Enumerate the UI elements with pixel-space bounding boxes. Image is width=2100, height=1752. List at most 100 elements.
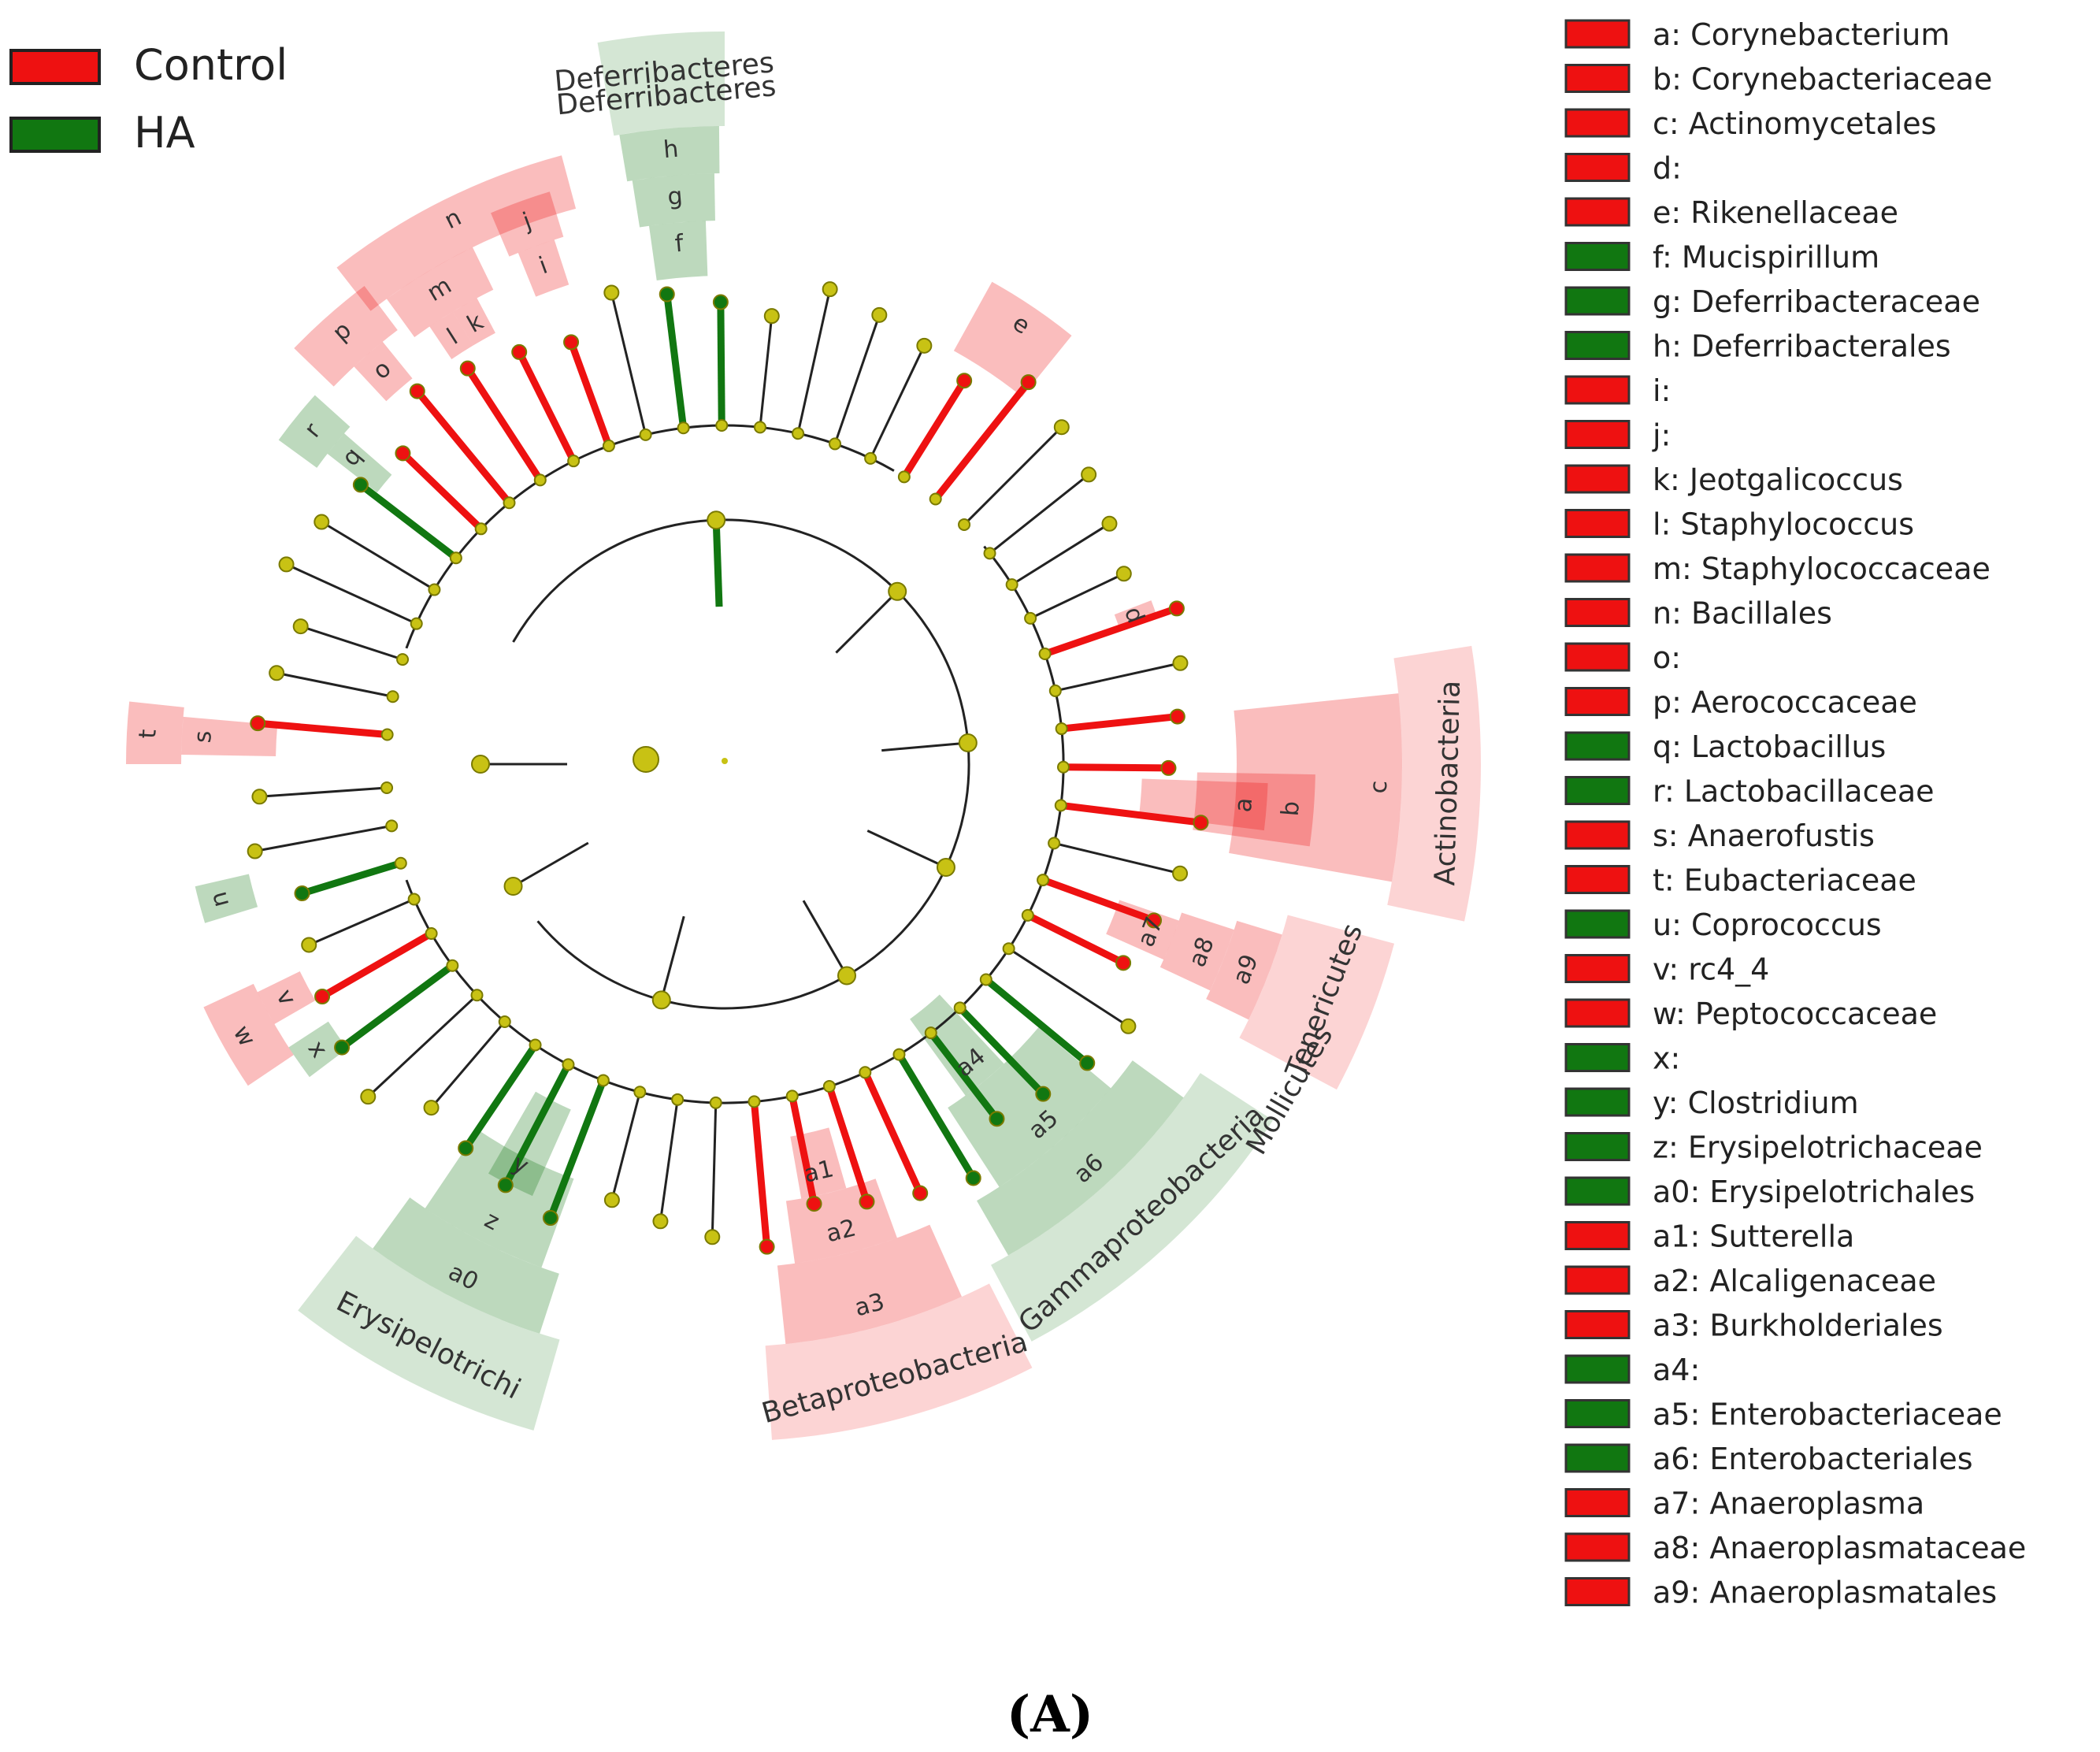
tree-node: [983, 547, 996, 560]
tree-node: [989, 1111, 1005, 1127]
tree-branch: [276, 671, 393, 698]
tree-node: [897, 470, 911, 484]
tree-branch: [462, 1042, 539, 1150]
clade-highlight: [288, 1021, 347, 1078]
tree-node: [965, 1170, 981, 1186]
tree-branch: [1007, 947, 1130, 1028]
tree-node: [394, 856, 407, 870]
tree-branch: [711, 1102, 718, 1238]
tree-node: [1054, 799, 1067, 812]
key-swatch: [1564, 598, 1631, 627]
key-swatch: [1564, 1354, 1631, 1384]
tree-node: [352, 477, 369, 493]
key-entry-a0: a0: Erysipelotrichales: [1653, 1175, 1975, 1209]
tree-node: [1048, 684, 1062, 697]
key-entry-a1: a1: Sutterella: [1653, 1219, 1854, 1254]
tree-node: [498, 1015, 511, 1028]
clade-letter: c: [1365, 780, 1393, 794]
tree-branch: [430, 1021, 506, 1109]
clade-highlight: [765, 1283, 1033, 1440]
clade-highlight: [195, 874, 258, 923]
tree-node: [1160, 759, 1177, 776]
key-swatch: [1564, 998, 1631, 1028]
tree-branch: [788, 1095, 818, 1204]
key-entry-x: x:: [1653, 1041, 1680, 1076]
tree-node: [715, 419, 729, 432]
tree-node: [596, 1074, 610, 1087]
clade-highlight: [619, 126, 720, 182]
tree-branch: [1026, 911, 1126, 967]
phylum-label: Actinobacteria: [1429, 680, 1467, 886]
tree-node: [446, 959, 459, 972]
tree-branch: [1055, 662, 1181, 692]
tree-node: [247, 843, 263, 859]
key-swatch: [1564, 687, 1631, 716]
tree-branch: [862, 1071, 924, 1195]
tree-node: [407, 893, 421, 906]
key-entry-y: y: Clostridium: [1653, 1086, 1859, 1120]
key-entry-a5: a5: Enterobacteriaceae: [1653, 1398, 2002, 1432]
key-entry-s: s: Anaerofustis: [1653, 818, 1875, 853]
tree-branch: [610, 1091, 641, 1201]
key-entry-q: q: Lactobacillus: [1653, 729, 1886, 764]
tree-node: [567, 455, 581, 468]
tree-node: [1169, 708, 1185, 725]
clade-highlight: [491, 191, 564, 257]
tree-node: [533, 473, 547, 487]
tree-node: [334, 1039, 351, 1056]
clade-highlight: [1229, 693, 1402, 882]
panel-label: (A): [1007, 1685, 1093, 1744]
tree-node: [1021, 908, 1034, 922]
key-entry-w: w: Peptococcaceae: [1653, 997, 1937, 1031]
tree-node: [1172, 865, 1189, 882]
tree-branch: [712, 520, 723, 607]
tree-node: [1079, 1055, 1096, 1071]
tree-node: [1002, 942, 1015, 956]
tree-node: [929, 492, 942, 506]
tree-node: [892, 1048, 906, 1061]
tree-node: [753, 421, 766, 434]
key-swatch: [1564, 731, 1631, 761]
tree-node: [916, 337, 933, 354]
tree-node: [792, 427, 805, 440]
tree-branch: [660, 915, 685, 1000]
clade-highlight: [278, 395, 351, 468]
tree-node: [912, 1185, 929, 1201]
tree-node: [562, 1058, 575, 1071]
clade-highlight: [298, 1235, 560, 1431]
tree-node: [1020, 374, 1037, 391]
tree-node: [958, 518, 971, 531]
key-swatch: [1564, 108, 1631, 138]
key-entry-m: m: Staphylococcaceae: [1653, 551, 1991, 586]
tree-branch: [547, 1078, 607, 1219]
key-entry-e: e: Rikenellaceae: [1653, 195, 1898, 230]
legend-label-control: Control: [134, 40, 288, 90]
tree-node: [759, 1238, 775, 1255]
tree-branch: [516, 350, 577, 463]
key-swatch: [1564, 1532, 1631, 1562]
tree-node: [1115, 566, 1132, 582]
clade-highlight: [452, 298, 495, 346]
tree-branch: [321, 521, 436, 591]
tree-branch: [963, 426, 1063, 526]
tree-node: [953, 1001, 967, 1015]
tree-branch: [989, 473, 1090, 555]
key-entry-l: l: Staphylococcus: [1653, 507, 1914, 542]
tree-node: [1120, 1018, 1137, 1034]
tree-node: [677, 421, 690, 435]
key-entry-a4: a4:: [1653, 1353, 1700, 1387]
tree-node: [936, 858, 955, 878]
key-entry-a8: a8: Anaeroplasmataceae: [1653, 1531, 2026, 1565]
tree-node: [529, 1038, 542, 1052]
key-swatch: [1564, 464, 1631, 494]
tree-node: [639, 428, 652, 441]
legend-swatch-ha: [9, 117, 101, 153]
tree-node: [822, 1079, 836, 1093]
key-entry-v: v: rc4_4: [1653, 952, 1769, 987]
key-swatch: [1564, 197, 1631, 227]
tree-branch: [901, 378, 967, 479]
tree-node: [1115, 955, 1132, 971]
key-swatch: [1564, 19, 1631, 49]
tree-node: [314, 514, 330, 530]
